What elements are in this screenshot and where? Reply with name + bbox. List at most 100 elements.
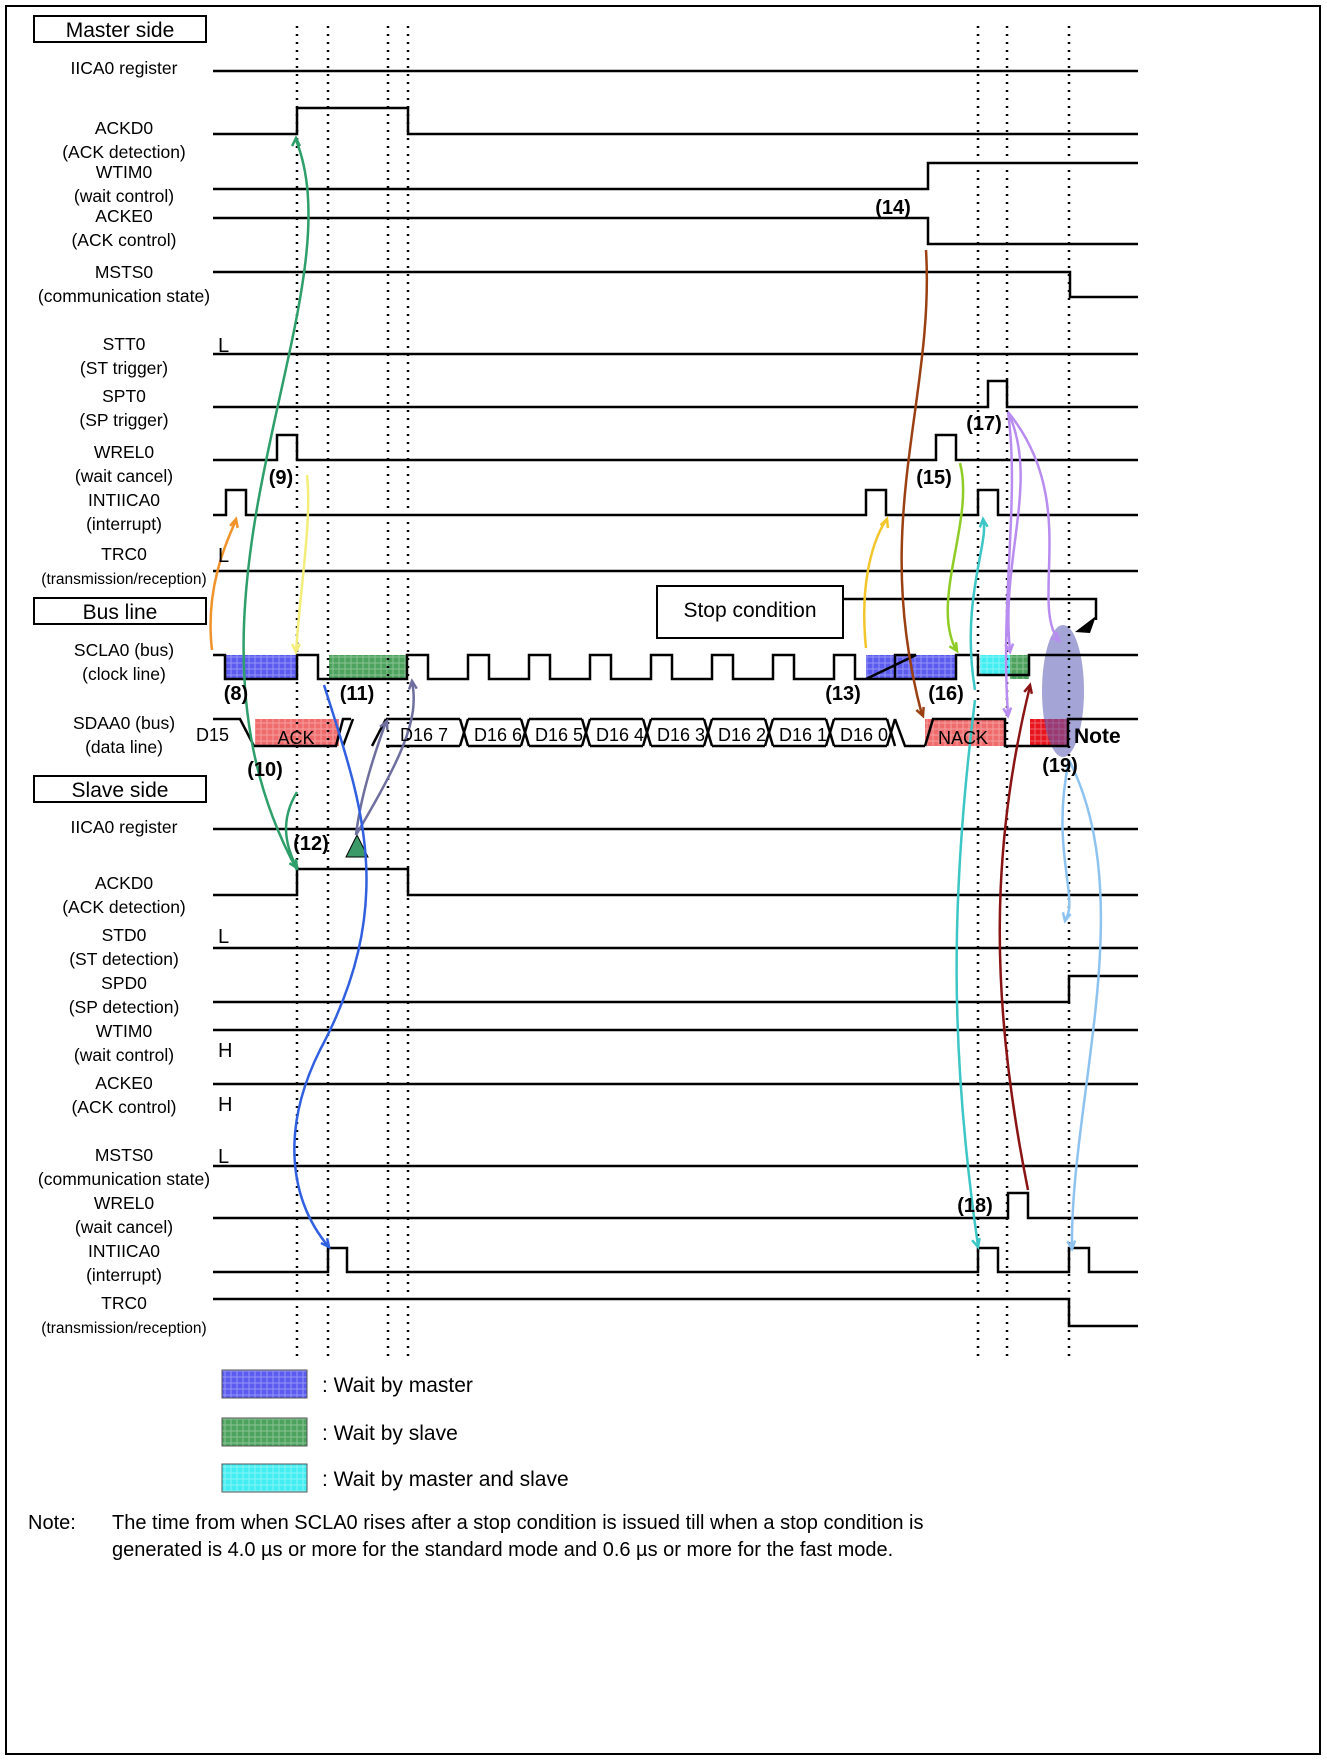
stop-condition-leader bbox=[843, 597, 1098, 620]
arrow-18 bbox=[998, 685, 1032, 1191]
labels: Master side Bus line Slave side IICA0 regis… bbox=[28, 15, 1121, 1561]
bit-label-pre: D15 bbox=[196, 725, 229, 745]
arrow-16b-head bbox=[978, 516, 989, 528]
arrow-17c-head bbox=[1002, 707, 1013, 719]
arrow-17b-head bbox=[1050, 631, 1061, 644]
signal-label-s_trc-desc: (transmission/reception) bbox=[41, 1320, 206, 1337]
wave-m-int bbox=[213, 488, 1138, 517]
signal-label-s_wtim-desc: (wait control) bbox=[74, 1045, 174, 1065]
arrow-10b-head bbox=[288, 858, 299, 871]
step-label-5: (13) bbox=[825, 683, 861, 705]
arrow-12b bbox=[354, 681, 415, 836]
signal-label-s_trc: TRC0 bbox=[101, 1293, 147, 1313]
level-s_acke: H bbox=[218, 1094, 232, 1116]
level-s_std: L bbox=[218, 926, 229, 948]
signal-label-m_trc: TRC0 bbox=[101, 544, 147, 564]
step-label-10: (18) bbox=[957, 1195, 993, 1217]
wave-s-int bbox=[213, 1246, 1138, 1274]
arrow-12a-head bbox=[379, 718, 389, 731]
step-label-3: (11) bbox=[340, 683, 374, 705]
level-s_msts: L bbox=[218, 1146, 229, 1168]
outer-frame bbox=[5, 5, 1321, 1755]
wave-m-wtim bbox=[213, 161, 1138, 191]
arrow-14-head bbox=[915, 706, 925, 719]
signal-label-s_wtim: WTIM0 bbox=[96, 1021, 153, 1041]
arrow-19b-head bbox=[1066, 1240, 1077, 1252]
arrow-19a-head bbox=[1061, 911, 1072, 924]
arrow-10 bbox=[242, 139, 310, 871]
arrow-9 bbox=[294, 474, 310, 653]
legend-label-0: : Wait by master bbox=[322, 1374, 473, 1397]
signal-label-m_trc-desc: (transmission/reception) bbox=[41, 571, 206, 588]
legend-label-2: : Wait by master and slave bbox=[322, 1468, 569, 1491]
signal-label-m_stt: STT0 bbox=[103, 334, 146, 354]
wave-m-wrel bbox=[213, 433, 1138, 462]
signal-label-s_spd-desc: (SP detection) bbox=[69, 997, 180, 1017]
level-s_wtim: H bbox=[218, 1040, 232, 1062]
wave-b-scl bbox=[213, 653, 1138, 681]
step-label-2: (10) bbox=[247, 759, 283, 781]
step-label-8: (16) bbox=[928, 683, 964, 705]
step-label-11: (19) bbox=[1042, 755, 1078, 777]
level-m_stt: L bbox=[218, 335, 229, 357]
wave-b-sda-ack-rise bbox=[341, 718, 355, 747]
signal-label-s_acke-desc: (ACK control) bbox=[71, 1097, 176, 1117]
signal-label-m_int: INTIICA0 bbox=[88, 490, 160, 510]
time-markers bbox=[295, 26, 1071, 1362]
wave-s-wrel bbox=[213, 1191, 1138, 1220]
signal-label-b_sda-desc: (data line) bbox=[85, 737, 163, 757]
arrow-13-head bbox=[879, 516, 890, 529]
step-label-6: (14) bbox=[875, 197, 911, 219]
signal-label-m_ackd-desc: (ACK detection) bbox=[62, 142, 186, 162]
signal-label-m_stt-desc: (ST trigger) bbox=[80, 358, 168, 378]
arrow-13 bbox=[863, 519, 888, 649]
wave-b-sda-end bbox=[923, 717, 1138, 748]
step-label-9: (17) bbox=[966, 413, 1002, 435]
arrow-16-head bbox=[971, 1237, 981, 1250]
arrow-10b bbox=[284, 791, 299, 869]
legend-label-1: : Wait by slave bbox=[322, 1422, 458, 1445]
wait-by-master-hatch bbox=[225, 655, 297, 679]
arrow-11-head bbox=[320, 1237, 331, 1250]
signal-label-m_wtim-desc: (wait control) bbox=[74, 186, 174, 206]
signal-label-s_acke: ACKE0 bbox=[95, 1073, 153, 1093]
legend-swatch-0-hatch bbox=[222, 1370, 307, 1398]
wave-b-sda-cross-b6 bbox=[824, 718, 836, 747]
signal-label-b_scl-desc: (clock line) bbox=[82, 664, 166, 684]
arrow-15 bbox=[946, 462, 965, 651]
signal-label-s_msts: MSTS0 bbox=[95, 1145, 154, 1165]
signal-label-s_int: INTIICA0 bbox=[88, 1241, 160, 1261]
note-ellipse bbox=[1042, 625, 1084, 757]
legend-swatch-2-hatch bbox=[222, 1464, 307, 1492]
bit-label-7: D16 0 bbox=[840, 725, 888, 745]
section-slave-box bbox=[33, 775, 207, 803]
note-line-2: generated is 4.0 µs or more for the stan… bbox=[112, 1539, 893, 1561]
arrow-18-head bbox=[1023, 682, 1034, 695]
signal-label-m_ackd: ACKD0 bbox=[95, 118, 154, 138]
waveforms bbox=[213, 69, 1138, 1328]
arrow-8-head bbox=[229, 516, 239, 529]
signal-label-m_spt: SPT0 bbox=[102, 386, 146, 406]
signal-label-s_iica: IICA0 register bbox=[71, 817, 178, 837]
section-slave: Slave side bbox=[72, 779, 169, 802]
step-label-4: (12) bbox=[293, 833, 329, 855]
wave-b-sda-cross-b7 bbox=[885, 718, 897, 747]
arrow-17b bbox=[1007, 411, 1060, 641]
stop-condition-arrowhead bbox=[1075, 616, 1096, 633]
signal-label-s_int-desc: (interrupt) bbox=[86, 1265, 162, 1285]
signal-label-m_msts: MSTS0 bbox=[95, 262, 154, 282]
arrow-16 bbox=[955, 699, 980, 1247]
bit-label-0: D16 7 bbox=[400, 725, 448, 745]
arrow-19a bbox=[1061, 759, 1071, 921]
arrow-14 bbox=[900, 249, 929, 716]
wave-b-sda-cross-b0 bbox=[458, 718, 470, 747]
nack-label: NACK bbox=[938, 728, 988, 748]
wait-by-slave-2-hatch bbox=[1010, 655, 1029, 679]
signal-label-b_scl: SCLA0 (bus) bbox=[74, 640, 174, 660]
signal-label-b_sda: SDAA0 (bus) bbox=[73, 713, 175, 733]
signal-label-m_acke: ACKE0 bbox=[95, 206, 153, 226]
level-m_trc: L bbox=[218, 545, 229, 567]
arrow-17a bbox=[1006, 411, 1022, 651]
triangle-marker bbox=[345, 833, 369, 858]
